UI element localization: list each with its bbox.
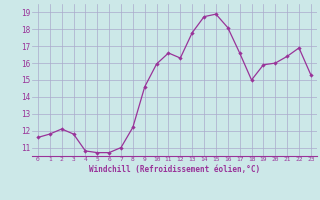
X-axis label: Windchill (Refroidissement éolien,°C): Windchill (Refroidissement éolien,°C) bbox=[89, 165, 260, 174]
